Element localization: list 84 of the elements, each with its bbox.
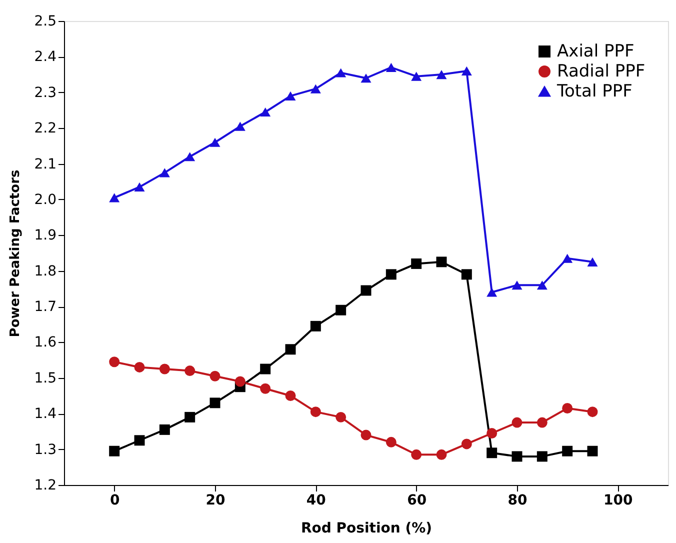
point <box>260 364 271 374</box>
y-tick-label: 1.9 <box>34 228 56 244</box>
point <box>461 269 472 280</box>
point <box>436 449 447 460</box>
point <box>134 362 145 372</box>
legend-label: Radial PPF <box>557 62 646 82</box>
x-tick-label: 0 <box>110 492 120 508</box>
point <box>184 412 196 422</box>
point <box>436 256 447 268</box>
point <box>536 417 548 428</box>
y-tick-label: 2.4 <box>34 49 57 66</box>
point <box>210 398 220 408</box>
point <box>386 62 396 72</box>
point <box>411 258 422 269</box>
point <box>461 66 472 76</box>
point <box>310 406 321 418</box>
point <box>260 107 271 117</box>
point <box>285 344 296 355</box>
point <box>134 435 145 446</box>
point <box>486 448 498 458</box>
point <box>562 403 573 414</box>
point <box>386 269 396 280</box>
x-tick-label: 100 <box>604 492 634 508</box>
point <box>336 304 346 316</box>
point <box>411 449 422 460</box>
point <box>109 356 120 368</box>
y-tick-label: 2.3 <box>34 84 56 101</box>
point <box>184 152 196 162</box>
point <box>486 428 498 438</box>
point <box>134 182 145 192</box>
y-tick-label: 1.5 <box>34 370 56 386</box>
point <box>159 424 170 435</box>
point <box>386 436 396 448</box>
point <box>360 430 372 440</box>
y-tick-label: 1.6 <box>34 334 57 351</box>
point <box>360 74 372 83</box>
x-tick-label: 80 <box>508 492 528 508</box>
point <box>184 366 196 376</box>
y-tick-label: 1.8 <box>34 263 56 280</box>
x-tick-label: 60 <box>407 492 427 508</box>
point <box>486 288 498 297</box>
point <box>260 383 271 394</box>
point <box>310 320 321 332</box>
point <box>336 68 346 78</box>
point <box>411 72 422 81</box>
point <box>234 376 246 387</box>
y-tick-label: 2.2 <box>34 120 56 137</box>
point <box>159 364 170 374</box>
point <box>536 280 548 290</box>
point <box>159 168 170 178</box>
point <box>285 390 296 402</box>
point <box>336 412 346 422</box>
point <box>360 285 372 296</box>
x-axis-title: Rod Position (%) <box>300 520 432 536</box>
x-tick-label: 20 <box>206 492 226 508</box>
y-tick-label: 1.4 <box>34 406 57 422</box>
point <box>210 138 220 147</box>
point <box>562 446 573 456</box>
point <box>512 280 522 290</box>
y-axis-title: Power Peaking Factors <box>8 170 24 338</box>
point <box>285 91 296 100</box>
point <box>109 193 120 202</box>
point <box>512 451 522 462</box>
x-tick-label: 40 <box>306 492 326 508</box>
point <box>587 406 598 418</box>
y-tick-label: 1.2 <box>34 478 56 494</box>
point <box>587 257 598 266</box>
point <box>310 84 321 94</box>
point <box>536 451 548 462</box>
point <box>234 122 246 131</box>
y-tick-label: 2.5 <box>34 14 56 30</box>
point <box>109 446 120 456</box>
y-tick-label: 1.3 <box>34 442 56 458</box>
point <box>587 446 598 456</box>
point <box>436 70 447 80</box>
point <box>210 370 220 382</box>
point <box>512 417 522 428</box>
y-tick-label: 2.1 <box>34 156 56 172</box>
legend-label: Total PPF <box>556 82 632 102</box>
y-tick-label: 2.0 <box>34 192 56 208</box>
point <box>562 254 573 263</box>
y-tick-label: 1.7 <box>34 299 56 316</box>
point <box>461 438 472 450</box>
legend-label: Axial PPF <box>557 42 634 62</box>
